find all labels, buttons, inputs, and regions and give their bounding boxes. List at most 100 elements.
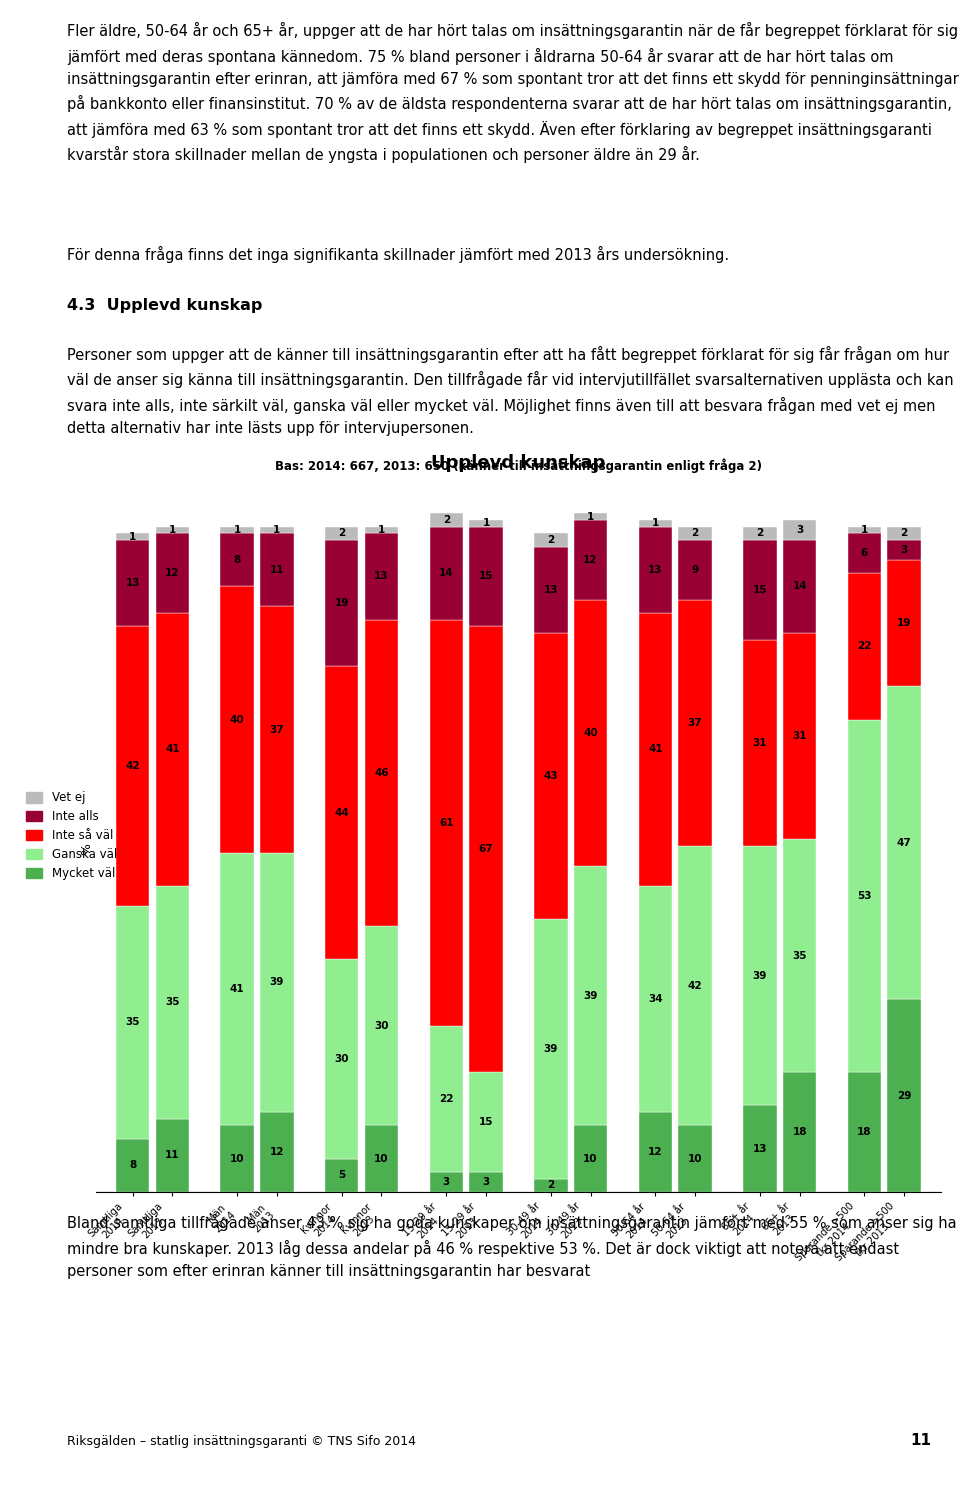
Text: 22: 22: [439, 1094, 453, 1104]
Bar: [574, 513, 608, 520]
Bar: [325, 1159, 358, 1192]
Text: 1: 1: [274, 524, 280, 535]
Text: 40: 40: [584, 727, 598, 738]
Text: 15: 15: [479, 1118, 493, 1126]
Text: 35: 35: [165, 997, 180, 1007]
Bar: [469, 1073, 503, 1173]
Text: 9: 9: [691, 565, 699, 575]
Bar: [679, 1125, 711, 1192]
Text: 61: 61: [439, 818, 453, 827]
Bar: [469, 1173, 503, 1192]
Bar: [848, 533, 881, 574]
Bar: [534, 1179, 567, 1192]
Bar: [743, 526, 777, 539]
Text: 11: 11: [165, 1150, 180, 1161]
Text: 43: 43: [543, 772, 558, 781]
Text: 10: 10: [688, 1153, 703, 1164]
Text: 30: 30: [334, 1053, 348, 1064]
Bar: [848, 1073, 881, 1192]
Text: 8: 8: [233, 554, 241, 565]
Text: 1: 1: [233, 524, 241, 535]
Bar: [260, 606, 294, 852]
Text: Bas: 2014: 667, 2013: 650 (känner till insättningsgarantin enligt fråga 2): Bas: 2014: 667, 2013: 650 (känner till i…: [275, 459, 762, 474]
Bar: [469, 520, 503, 526]
Text: 29: 29: [897, 1091, 911, 1101]
Bar: [325, 960, 358, 1159]
Bar: [365, 620, 398, 925]
Bar: [260, 852, 294, 1112]
Text: 31: 31: [753, 738, 767, 748]
Text: 12: 12: [165, 568, 180, 578]
Text: 19: 19: [334, 597, 348, 608]
Text: 2: 2: [338, 529, 346, 538]
Bar: [156, 533, 189, 612]
Bar: [887, 560, 921, 687]
Bar: [574, 520, 608, 600]
Bar: [679, 539, 711, 600]
Bar: [429, 620, 463, 1025]
Text: Riksgälden – statlig insättningsgaranti © TNS Sifo 2014: Riksgälden – statlig insättningsgaranti …: [67, 1435, 417, 1448]
Bar: [743, 846, 777, 1106]
Text: 19: 19: [897, 618, 911, 629]
Text: 3: 3: [900, 545, 908, 554]
Bar: [783, 520, 816, 539]
Bar: [325, 666, 358, 960]
Legend: Vet ej, Inte alls, Inte så väl, Ganska väl, Mycket väl: Vet ej, Inte alls, Inte så väl, Ganska v…: [26, 791, 117, 881]
Bar: [116, 539, 150, 626]
Text: 18: 18: [792, 1126, 807, 1137]
Text: 40: 40: [229, 715, 245, 724]
Bar: [116, 906, 150, 1138]
Text: 1: 1: [861, 524, 868, 535]
Text: 10: 10: [374, 1153, 389, 1164]
Bar: [116, 1138, 150, 1192]
Bar: [260, 1112, 294, 1192]
Bar: [638, 526, 672, 612]
Text: 8: 8: [129, 1161, 136, 1170]
Text: Personer som uppger att de känner till insättningsgarantin efter att ha fått beg: Personer som uppger att de känner till i…: [67, 346, 954, 435]
Text: 13: 13: [753, 1144, 767, 1153]
Text: 53: 53: [857, 891, 872, 901]
Bar: [848, 526, 881, 533]
Bar: [534, 633, 567, 919]
Text: 34: 34: [648, 994, 662, 1004]
Bar: [679, 846, 711, 1125]
Bar: [429, 1025, 463, 1173]
Bar: [638, 612, 672, 887]
Bar: [783, 839, 816, 1073]
Y-axis label: %: %: [81, 843, 93, 855]
Bar: [679, 526, 711, 539]
Text: 44: 44: [334, 808, 349, 818]
Text: 3: 3: [443, 1177, 450, 1188]
Text: 42: 42: [126, 761, 140, 772]
Text: 12: 12: [270, 1147, 284, 1158]
Bar: [429, 1173, 463, 1192]
Text: 41: 41: [648, 745, 662, 754]
Text: 2: 2: [547, 535, 555, 545]
Text: 3: 3: [482, 1177, 490, 1188]
Bar: [534, 547, 567, 633]
Bar: [743, 1106, 777, 1192]
Text: 10: 10: [229, 1153, 245, 1164]
Text: 42: 42: [687, 980, 703, 991]
Bar: [887, 526, 921, 539]
Bar: [574, 866, 608, 1125]
Text: 41: 41: [165, 745, 180, 754]
Text: 30: 30: [374, 1021, 389, 1031]
Text: 11: 11: [270, 565, 284, 575]
Bar: [848, 574, 881, 720]
Text: 35: 35: [792, 951, 807, 961]
Text: 14: 14: [792, 581, 807, 592]
Bar: [325, 526, 358, 539]
Bar: [574, 600, 608, 866]
Text: 1: 1: [652, 519, 659, 529]
Bar: [469, 526, 503, 626]
Text: 13: 13: [648, 565, 662, 575]
Bar: [325, 539, 358, 666]
Text: 14: 14: [439, 568, 453, 578]
Text: 41: 41: [229, 983, 245, 994]
Text: 1: 1: [587, 511, 594, 522]
Bar: [783, 1073, 816, 1192]
Bar: [221, 533, 253, 587]
Bar: [365, 1125, 398, 1192]
Text: 5: 5: [338, 1170, 346, 1180]
